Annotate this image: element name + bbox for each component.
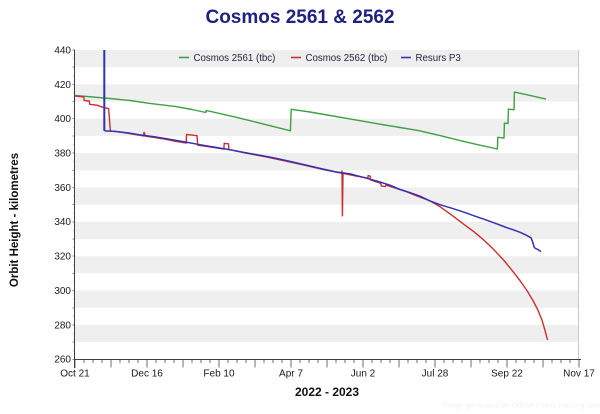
svg-text:Cosmos 2561 (tbc): Cosmos 2561 (tbc) xyxy=(194,53,276,64)
svg-text:Feb 10: Feb 10 xyxy=(203,369,235,380)
svg-text:Nov 17: Nov 17 xyxy=(563,369,595,380)
svg-text:Orbit Height - kilometres: Orbit Height - kilometres xyxy=(9,153,21,287)
svg-text:Resurs P3: Resurs P3 xyxy=(416,53,461,64)
svg-text:280: 280 xyxy=(54,320,71,331)
svg-text:Sep 22: Sep 22 xyxy=(491,369,523,380)
svg-text:Cosmos 2562 (tbc): Cosmos 2562 (tbc) xyxy=(306,53,388,64)
svg-text:300: 300 xyxy=(54,286,71,297)
svg-text:400: 400 xyxy=(54,114,71,125)
svg-text:440: 440 xyxy=(54,45,71,56)
svg-text:260: 260 xyxy=(54,355,71,366)
svg-text:Image generated by Orbital Foc: Image generated by Orbital Focus trackin… xyxy=(443,401,600,410)
svg-text:Jun 2: Jun 2 xyxy=(351,369,376,380)
svg-text:Dec 16: Dec 16 xyxy=(131,369,163,380)
svg-text:380: 380 xyxy=(54,149,71,160)
svg-text:340: 340 xyxy=(54,217,71,228)
svg-text:420: 420 xyxy=(54,80,71,91)
svg-text:Cosmos 2561 & 2562: Cosmos 2561 & 2562 xyxy=(205,7,394,28)
svg-text:360: 360 xyxy=(54,183,71,194)
svg-text:Oct 21: Oct 21 xyxy=(60,369,90,380)
svg-text:2022 - 2023: 2022 - 2023 xyxy=(295,385,359,399)
svg-text:Jul 28: Jul 28 xyxy=(422,369,449,380)
svg-text:Apr 7: Apr 7 xyxy=(279,369,303,380)
svg-text:320: 320 xyxy=(54,252,71,263)
